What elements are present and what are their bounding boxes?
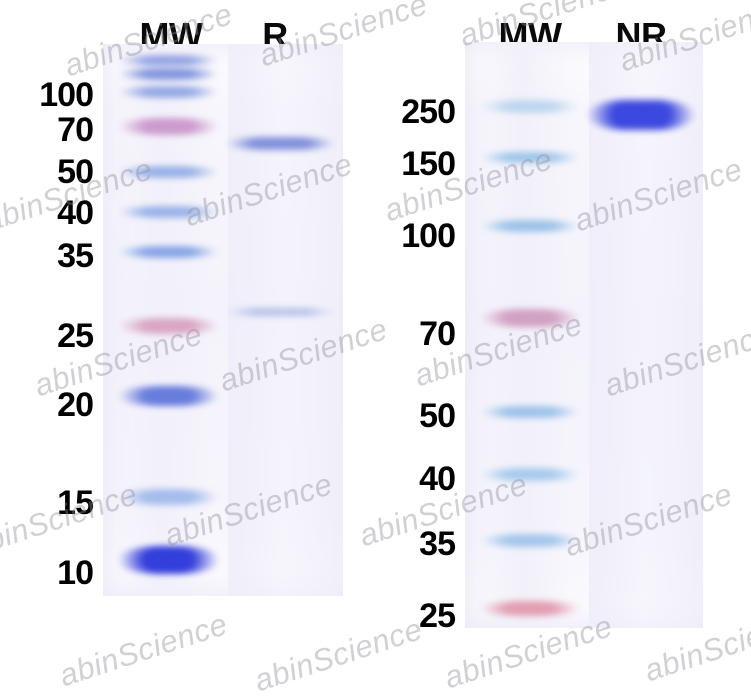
mw-label-100: 100	[401, 217, 456, 255]
mw-label-40: 40	[419, 460, 456, 498]
non-reduced-gel-gel-area	[465, 42, 703, 628]
mw-label-25: 25	[419, 597, 456, 635]
mw-label-150: 150	[401, 145, 456, 183]
non-reduced-gel-sample-lane	[589, 42, 699, 628]
reduced-gel-sample-lane	[228, 44, 339, 596]
mw-label-35: 35	[419, 525, 456, 563]
mw-label-20: 20	[57, 386, 94, 424]
reduced-gel-ladder-lane	[111, 44, 212, 596]
mw-label-40: 40	[57, 194, 94, 232]
watermark: abinScience	[55, 606, 232, 694]
mw-label-25: 25	[57, 317, 94, 355]
mw-label-250: 250	[401, 93, 456, 131]
mw-label-15: 15	[57, 484, 94, 522]
mw-label-50: 50	[419, 397, 456, 435]
mw-label-70: 70	[419, 315, 456, 353]
mw-label-35: 35	[57, 237, 94, 275]
mw-label-10: 10	[57, 554, 94, 592]
mw-label-50: 50	[57, 153, 94, 191]
non-reduced-gel-ladder-lane	[473, 42, 573, 628]
mw-label-100: 100	[39, 76, 94, 114]
mw-label-70: 70	[57, 111, 94, 149]
reduced-gel-gel-area	[103, 44, 343, 596]
